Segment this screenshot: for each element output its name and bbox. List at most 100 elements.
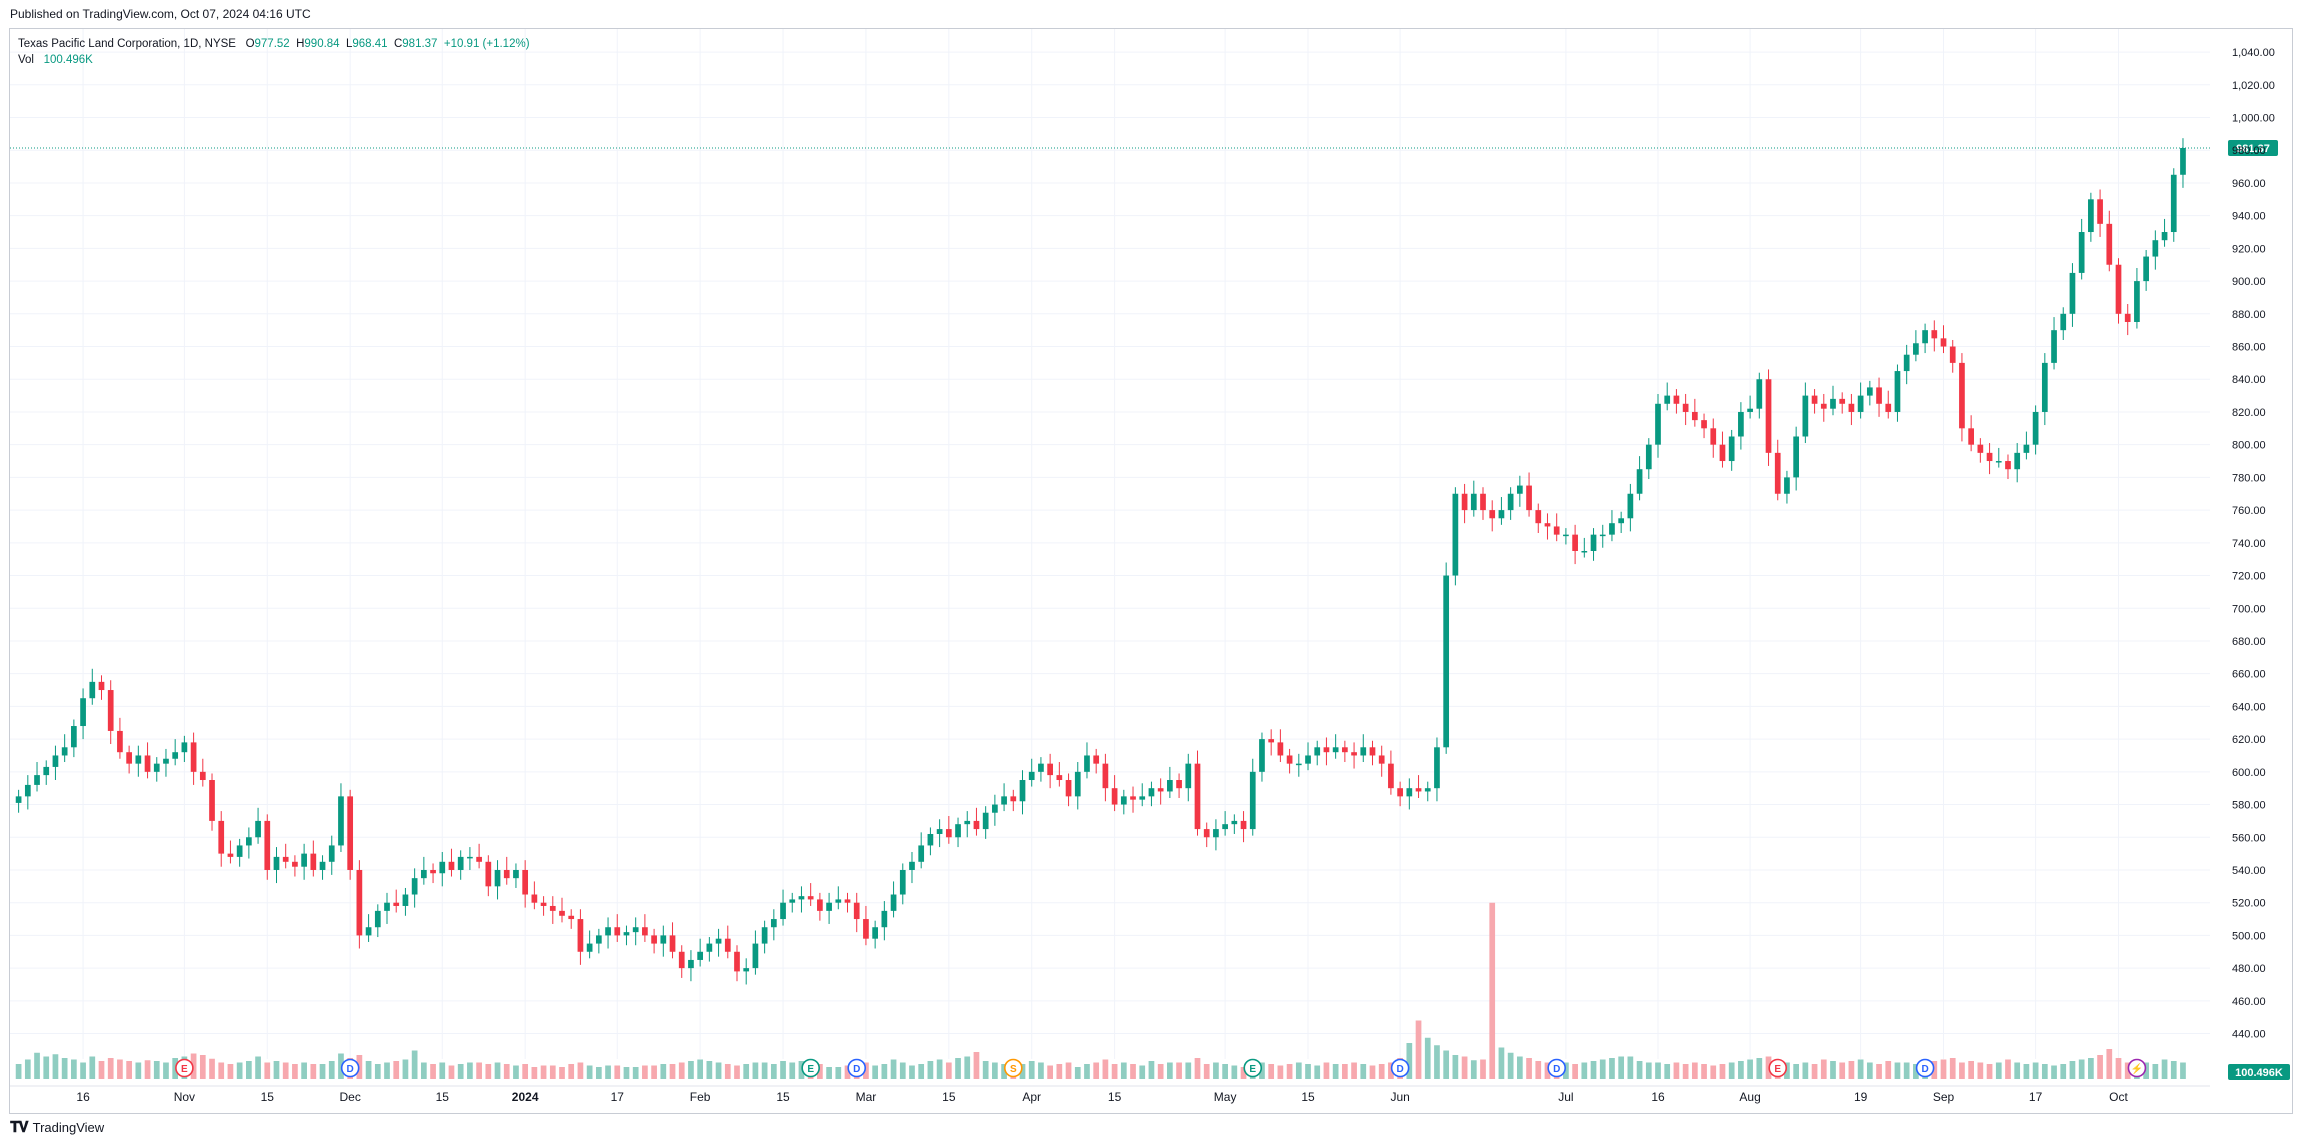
- candle-body: [1857, 395, 1864, 412]
- volume-bar: [1618, 1056, 1625, 1079]
- candle-body: [761, 927, 768, 944]
- candle-body: [227, 853, 234, 857]
- volume-bar: [1728, 1062, 1735, 1079]
- volume-bar: [1176, 1062, 1182, 1079]
- price-tick-label: 620.00: [2232, 734, 2266, 746]
- candle-body: [1240, 820, 1247, 830]
- candle-body: [513, 869, 519, 879]
- price-tick-label: 680.00: [2232, 636, 2266, 648]
- volume-bar: [476, 1062, 482, 1079]
- volume-bar: [71, 1059, 77, 1079]
- price-tick-label: 660.00: [2232, 669, 2266, 681]
- volume-bar: [513, 1065, 519, 1079]
- candle-body: [2134, 281, 2140, 322]
- candle-body: [1784, 477, 1790, 494]
- volume-bar: [2088, 1058, 2094, 1079]
- volume-bar: [1286, 1064, 1293, 1079]
- candle-body: [780, 902, 786, 920]
- price-tick-label: 780.00: [2232, 472, 2266, 484]
- volume-bar: [227, 1064, 234, 1079]
- candle-body: [1038, 763, 1044, 772]
- candle-body: [1848, 403, 1855, 412]
- footer-brand[interactable]: 𝐓𝐕 TradingView: [10, 1119, 104, 1136]
- candle-body: [927, 833, 934, 846]
- candle-body: [2143, 256, 2149, 282]
- candle-body: [52, 755, 59, 767]
- candle-body: [936, 829, 943, 834]
- volume-bar: [24, 1059, 31, 1079]
- volume-bar: [789, 1062, 796, 1079]
- volume-bar: [1222, 1064, 1228, 1079]
- volume-bar: [1323, 1062, 1330, 1079]
- volume-bar: [1277, 1065, 1284, 1079]
- last-volume-label: 100.496K: [2235, 1067, 2283, 1079]
- legend-vol-label[interactable]: Vol: [18, 54, 34, 66]
- volume-bar: [1314, 1065, 1321, 1079]
- candle-body: [43, 766, 50, 776]
- price-tick-label: 1,040.00: [2232, 47, 2275, 59]
- event-marker-label: D: [347, 1064, 354, 1075]
- candle-body: [549, 905, 556, 911]
- volume-bar: [881, 1064, 888, 1079]
- candle-body: [614, 927, 621, 936]
- candle-body: [715, 938, 722, 944]
- candle-body: [1120, 796, 1127, 805]
- volume-bar: [98, 1061, 105, 1079]
- price-tick-label: 640.00: [2232, 701, 2266, 713]
- candle-body: [2161, 232, 2168, 241]
- time-axis[interactable]: 16 Nov 15 Dec 15 2024 17 Feb 15 Mar 15 Apr 15 May 15 Ju…: [76, 1090, 2128, 1104]
- volume-bar: [660, 1064, 667, 1079]
- volume-bar: [890, 1059, 897, 1079]
- volume-bar: [1028, 1061, 1035, 1079]
- volume-bar: [255, 1056, 261, 1079]
- volume-bar: [338, 1053, 344, 1079]
- volume-bar: [402, 1059, 409, 1079]
- price-tick-label: 600.00: [2232, 767, 2266, 779]
- volume-bar: [1443, 1050, 1450, 1079]
- event-marker: [1768, 1058, 1788, 1078]
- chart-frame[interactable]: 981.37 100.496K 440.00 460.00 480.00 500.00 5…: [9, 28, 2293, 1114]
- legend-symbol[interactable]: Texas Pacific Land Corporation, 1D, NYSE: [18, 38, 236, 50]
- volume-bar: [457, 1064, 464, 1079]
- candle-body: [964, 820, 971, 825]
- chart-canvas[interactable]: 981.37 100.496K 440.00 460.00 480.00 500.00 5…: [10, 29, 2294, 1115]
- candle-body: [1839, 398, 1846, 404]
- event-marker: [1390, 1058, 1410, 1078]
- candle-body: [1765, 379, 1772, 453]
- candle-body: [1139, 796, 1146, 800]
- candle-body: [1913, 343, 1919, 355]
- candle-body: [835, 899, 842, 903]
- footer-brand-text: TradingView: [32, 1120, 105, 1135]
- candle-body: [356, 869, 363, 936]
- candle-body: [181, 742, 188, 753]
- volume-bar: [1811, 1064, 1818, 1079]
- volume-bar: [1360, 1064, 1367, 1079]
- volume-bar: [761, 1062, 768, 1079]
- volume-bar: [1793, 1064, 1800, 1079]
- candle-body: [1130, 796, 1136, 800]
- volume-bar: [1065, 1062, 1072, 1079]
- candle-body: [1507, 493, 1514, 511]
- candle-body: [2124, 313, 2131, 322]
- volume-bar: [1102, 1059, 1109, 1079]
- volume-bar: [365, 1061, 372, 1079]
- candle-body: [826, 902, 832, 911]
- candle-body: [347, 796, 354, 870]
- volume-bar: [2143, 1062, 2149, 1079]
- candle-body: [1940, 338, 1947, 347]
- volume-bar: [955, 1058, 961, 1079]
- price-tick-label: 460.00: [2232, 996, 2266, 1008]
- candle-body: [1728, 436, 1735, 462]
- candle-body: [724, 938, 731, 952]
- candle-body: [872, 927, 878, 939]
- candle-body: [1489, 510, 1496, 519]
- legend-close: 981.37: [402, 38, 438, 50]
- volume-bar: [1590, 1061, 1597, 1079]
- time-tick-label: 16: [76, 1090, 90, 1104]
- price-axis[interactable]: 440.00 460.00 480.00 500.00 520.00 540.00 560.…: [2232, 47, 2275, 1040]
- candle-body: [1185, 763, 1192, 789]
- volume-bar: [89, 1056, 96, 1079]
- candle-body: [24, 784, 31, 797]
- candle-body: [144, 755, 151, 772]
- candle-body: [1544, 523, 1551, 527]
